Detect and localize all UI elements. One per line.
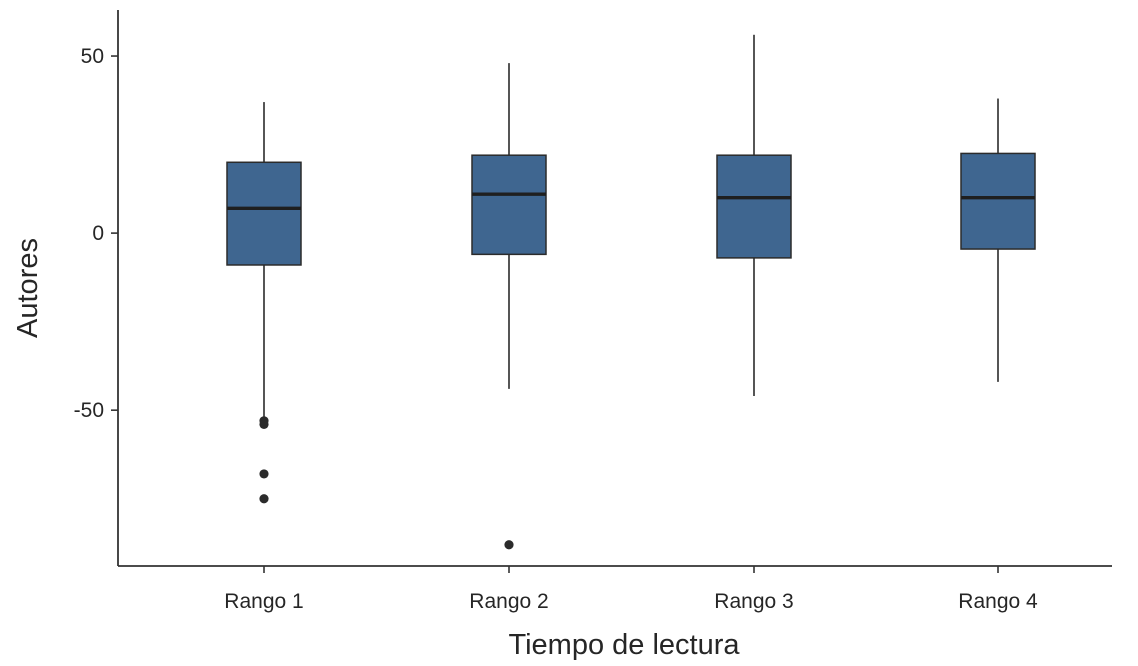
axes — [117, 10, 1112, 567]
box-iqr — [716, 154, 792, 259]
box-group — [716, 34, 792, 397]
y-axis-title: Autores — [12, 238, 44, 338]
x-tick-label: Rango 1 — [224, 590, 303, 613]
y-tick-label: -50 — [74, 399, 104, 422]
y-tick-label: 0 — [92, 222, 104, 245]
box-group — [226, 102, 302, 504]
box-group — [960, 98, 1036, 382]
box-iqr — [226, 161, 302, 266]
x-tick-label: Rango 3 — [714, 590, 793, 613]
x-tick-label: Rango 4 — [958, 590, 1038, 613]
x-tick-label: Rango 2 — [469, 590, 548, 613]
box-group — [471, 63, 547, 550]
x-axis-title: Tiempo de lectura — [508, 629, 740, 661]
outlier-point — [259, 419, 269, 429]
outlier-point — [504, 540, 514, 550]
box-iqr — [960, 152, 1036, 250]
plot-marks — [226, 34, 1036, 550]
y-tick-label: 50 — [81, 45, 104, 68]
outlier-point — [259, 469, 269, 479]
axis-ticks: -50 0 50 Rango 1 Rango 2 Rango 3 Rango 4 — [74, 45, 1038, 613]
outlier-point — [259, 494, 269, 504]
box-iqr — [471, 154, 547, 256]
